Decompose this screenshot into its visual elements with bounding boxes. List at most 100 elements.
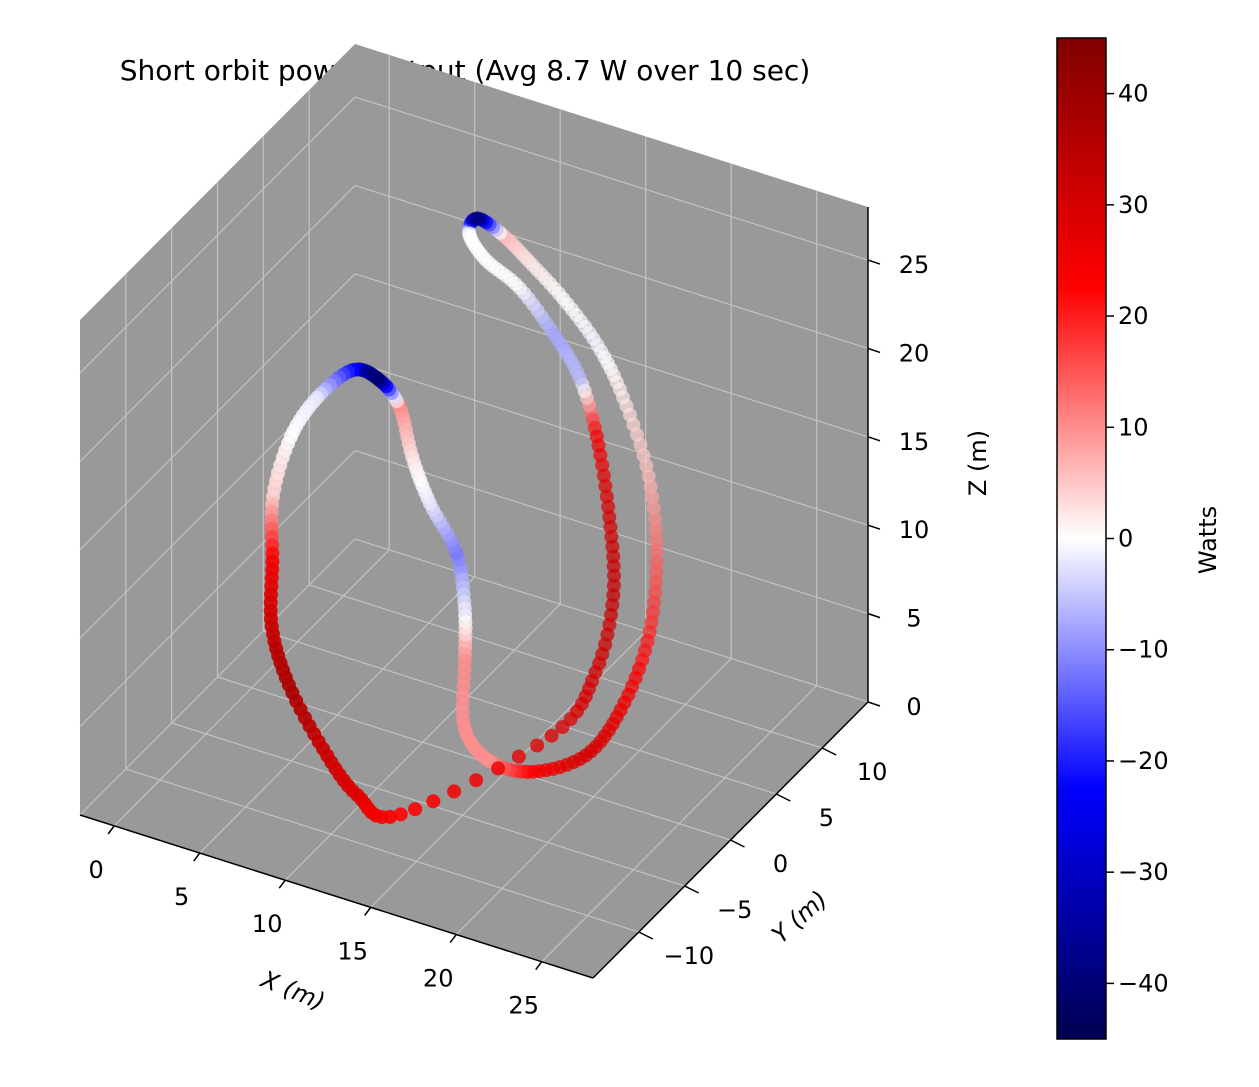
scatter-points [263, 211, 664, 825]
y-tick-label: −5 [717, 896, 752, 924]
colorbar-tick-label: −20 [1118, 747, 1169, 775]
z-tick-mark [867, 259, 881, 265]
z-tick-label: 25 [899, 251, 930, 279]
z-tick-label: 5 [906, 605, 921, 633]
scatter-point [491, 761, 506, 776]
scatter-point [364, 805, 379, 820]
scatter-point [648, 585, 663, 600]
colorbar-tick-label: −40 [1118, 969, 1169, 997]
scatter-point [649, 575, 663, 590]
scatter-point [596, 468, 611, 483]
scatter-point [470, 211, 485, 226]
grid-line-y [308, 584, 823, 749]
grid-line-z [79, 450, 356, 728]
scatter-point [643, 479, 658, 494]
y-tick-label: −10 [664, 942, 715, 970]
scatter-point [598, 479, 613, 494]
y-tick-label: 10 [857, 758, 888, 786]
axis-ticks: 0 5 10 15 20 25 −10−5 0 5 10 0 5 10 15 20 25 [89, 251, 930, 1020]
scatter-point [645, 490, 660, 505]
x-tick-mark [535, 961, 543, 971]
y-tick-mark [821, 747, 837, 756]
grid-line-z [354, 96, 869, 261]
colorbar-label: Watts [1194, 506, 1222, 574]
z-tick-mark [867, 436, 881, 442]
grid-line-y [263, 630, 777, 795]
y-tick-label: 0 [773, 850, 788, 878]
scatter-point [649, 533, 664, 548]
x-axis-label: X (m) [255, 964, 329, 1016]
colorbar-tick-label: 30 [1118, 191, 1149, 219]
x-tick-mark [449, 934, 457, 943]
colorbar-ticks: 40 30 20 10 0 −10 −20 −30 −40 [1106, 80, 1169, 997]
x-tick-label: 0 [89, 856, 104, 884]
scatter-point [457, 601, 472, 616]
x-tick-label: 10 [252, 910, 283, 938]
grid-line-z [354, 184, 869, 350]
z-tick-mark [867, 524, 881, 530]
scatter-point [511, 749, 526, 764]
x-tick-mark [107, 825, 115, 835]
scatter-point [469, 773, 484, 788]
scatter-point [336, 773, 351, 788]
z-axis-label: Z (m) [964, 430, 992, 496]
scatter-point [607, 568, 621, 583]
colorbar-tick-label: −30 [1118, 858, 1169, 886]
y-tick-mark [684, 885, 700, 894]
scatter-point [649, 564, 664, 579]
scatter-point [426, 794, 441, 809]
colorbar-tick-label: 0 [1118, 525, 1133, 553]
grid-line-y [125, 768, 640, 933]
scatter-point [408, 802, 423, 817]
scatter-point [648, 522, 663, 537]
scatter-point [555, 720, 570, 735]
z-tick-mark [867, 612, 881, 619]
grid-line-z [354, 361, 869, 526]
scatter-point [367, 369, 382, 384]
y-tick-label: 5 [819, 804, 834, 832]
x-tick-mark [364, 906, 372, 916]
colorbar-tick-label: 20 [1118, 302, 1149, 330]
x-tick-label: 5 [174, 883, 189, 911]
x-tick-label: 20 [423, 965, 454, 993]
z-tick-label: 15 [899, 428, 930, 456]
colorbar-tick-label: 10 [1118, 413, 1149, 441]
y-tick-mark [775, 793, 791, 802]
x-tick-label: 25 [508, 992, 539, 1020]
scatter-point [269, 641, 284, 656]
scatter-point [647, 511, 662, 526]
grid-line-z [79, 185, 356, 462]
grid-line-z [79, 273, 356, 551]
scatter-point [467, 740, 482, 755]
colorbar-tick-label: −10 [1118, 636, 1169, 664]
scatter-point [530, 738, 545, 753]
scatter-point [447, 784, 462, 799]
scatter-point [646, 500, 661, 515]
z-tick-label: 20 [899, 339, 930, 367]
colorbar [1056, 37, 1107, 1040]
z-tick-label: 10 [899, 516, 930, 544]
z-tick-mark [867, 701, 881, 707]
y-axis-label: Y (m) [766, 885, 833, 949]
scatter-point [572, 370, 587, 385]
scatter-point [595, 458, 610, 473]
scatter-point [490, 262, 505, 277]
scatter-point [599, 489, 614, 504]
x-tick-label: 15 [337, 937, 368, 965]
scatter-point [649, 544, 664, 558]
scatter-point [641, 469, 656, 484]
y-tick-mark [638, 931, 654, 940]
scatter-point [649, 554, 664, 569]
x-axis-line [79, 814, 594, 979]
scatter-point [544, 728, 559, 743]
z-tick-mark [867, 347, 881, 354]
grid-line-z [79, 538, 356, 816]
y-tick-mark [730, 839, 745, 848]
grid-line-z [354, 273, 869, 438]
x-tick-mark [278, 879, 286, 889]
colorbar-tick-label: 40 [1118, 80, 1149, 108]
x-tick-mark [193, 852, 201, 862]
scatter-point [393, 807, 408, 822]
scatter-point [601, 500, 616, 514]
